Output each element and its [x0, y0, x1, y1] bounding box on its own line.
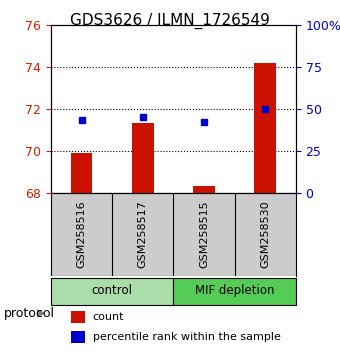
Bar — [254, 63, 276, 193]
Text: control: control — [92, 285, 133, 297]
Text: GSM258530: GSM258530 — [260, 201, 270, 268]
FancyBboxPatch shape — [51, 278, 173, 305]
Text: count: count — [92, 312, 124, 322]
Bar — [193, 186, 215, 193]
Text: GSM258517: GSM258517 — [138, 201, 148, 268]
Bar — [71, 153, 92, 193]
Text: percentile rank within the sample: percentile rank within the sample — [92, 332, 280, 342]
Text: GSM258516: GSM258516 — [76, 201, 87, 268]
Text: GDS3626 / ILMN_1726549: GDS3626 / ILMN_1726549 — [70, 12, 270, 29]
Text: protocol: protocol — [3, 307, 54, 320]
Text: GSM258515: GSM258515 — [199, 201, 209, 268]
Bar — [132, 123, 153, 193]
Bar — [71, 311, 85, 323]
FancyBboxPatch shape — [173, 278, 296, 305]
Text: MIF depletion: MIF depletion — [195, 285, 274, 297]
Bar — [71, 331, 85, 343]
